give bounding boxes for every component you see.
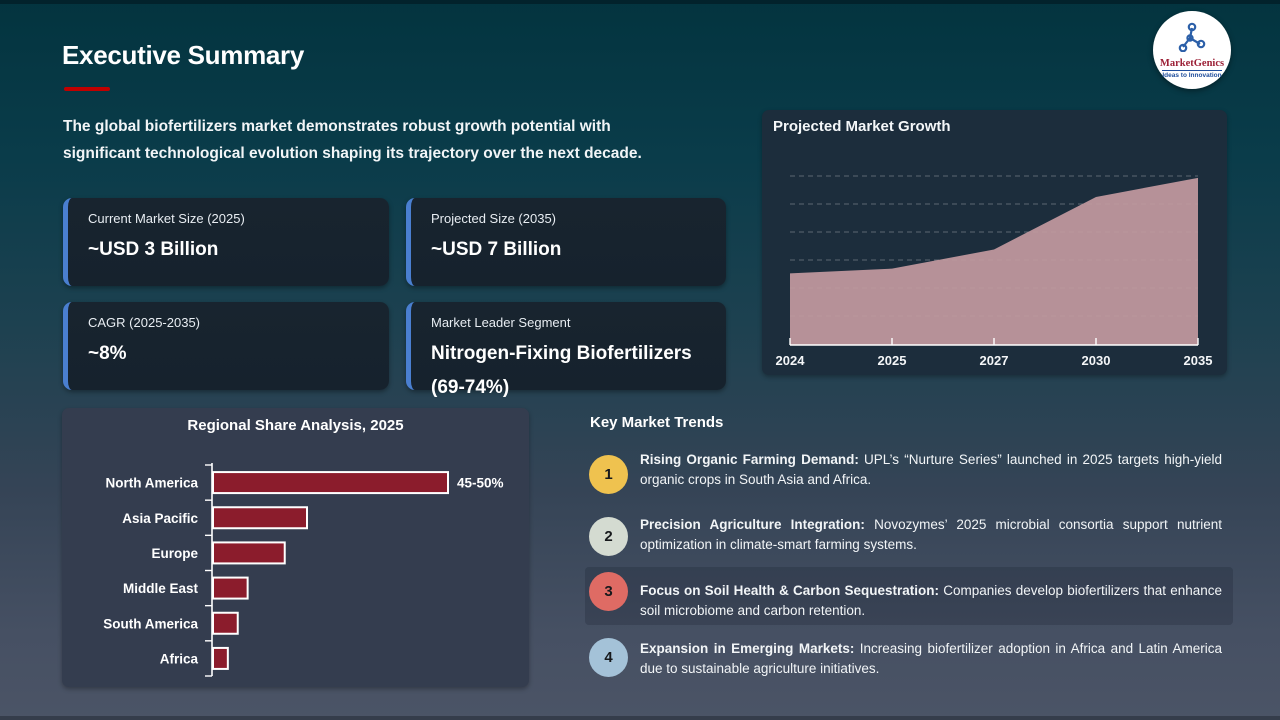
trend-number-badge-2: 2 [589,517,628,556]
stat-card-label: Market Leader Segment [431,315,571,330]
trend-number-badge-3: 3 [589,572,628,611]
bar-chart-title: Regional Share Analysis, 2025 [187,417,404,434]
svg-text:45-50%: 45-50% [457,476,504,491]
trend-lead: Rising Organic Farming Demand: [640,452,859,467]
stat-card-value: ~USD 7 Billion [431,239,562,260]
trend-lead: Focus on Soil Health & Carbon Sequestrat… [640,583,940,598]
trend-number: 4 [604,649,613,666]
key-market-trends-title: Key Market Trends [590,414,724,431]
trend-item-2: Precision Agriculture Integration: Novoz… [640,515,1222,555]
svg-text:2024: 2024 [776,353,806,368]
top-edge-strip [0,0,1280,4]
regional-share-chart: Regional Share Analysis, 2025 North Amer… [62,408,529,687]
stat-card-market-leader-segment: Market Leader Segment Nitrogen-Fixing Bi… [406,302,726,398]
trend-lead: Precision Agriculture Integration: [640,517,865,532]
bottom-edge-strip [0,716,1280,720]
svg-text:Europe: Europe [151,546,198,561]
stat-card-value: ~8% [88,343,127,364]
svg-text:North America: North America [105,476,198,491]
area-chart-plot: 2024 2025 2027 2030 2035 [776,175,1213,368]
title-underline [64,87,110,91]
stat-card-label: Projected Size (2035) [431,211,557,226]
trend-body: UPL’s “Nurture Series” launched in 2025 … [640,452,1223,487]
bar-chart-plot: North America 45-50% Asia Pacific Europe Mid… [103,463,504,677]
stat-card-value: Nitrogen-Fixing Biofertilizers (69-74%) [431,343,692,398]
trend-lead: Expansion in Emerging Markets: [640,641,855,656]
svg-text:Asia Pacific: Asia Pacific [122,511,198,526]
svg-text:2030: 2030 [1082,353,1111,368]
svg-text:2025: 2025 [878,353,907,368]
trend-number: 1 [604,466,613,483]
projected-market-growth-chart: Projected Market Growth 2024 2025 2027 2030… [762,110,1227,375]
trend-number-badge-4: 4 [589,638,628,677]
svg-text:South America: South America [103,616,198,631]
trend-item-4: Expansion in Emerging Markets: Increasin… [640,639,1222,679]
intro-text: The global biofertilizers market demonst… [63,118,642,162]
trend-body: Novozymes’ 2025 microbial consortia supp… [640,517,1222,552]
stat-card-label: Current Market Size (2025) [88,211,245,226]
trend-number-badge-1: 1 [589,455,628,494]
trend-item-3: Focus on Soil Health & Carbon Sequestrat… [640,581,1222,621]
svg-text:2027: 2027 [980,353,1009,368]
trend-body: Increasing biofertilizer adoption in Afr… [640,641,1222,676]
page-title: Executive Summary [62,40,305,70]
stat-card-current-market-size: Current Market Size (2025) ~USD 3 Billio… [63,198,389,286]
stat-card-cagr: CAGR (2025-2035) ~8% [63,302,389,390]
svg-text:2035: 2035 [1184,353,1213,368]
svg-text:Middle East: Middle East [123,581,199,596]
trend-number: 2 [604,528,613,545]
marketgenics-logo: MarketGenics Ideas to Innovation [1153,11,1231,89]
svg-text:Africa: Africa [160,651,199,666]
area-chart-title: Projected Market Growth [773,118,951,135]
trend-item-1: Rising Organic Farming Demand: UPL’s “Nu… [640,450,1222,490]
logo-tagline: Ideas to Innovation [1162,69,1222,79]
trend-number: 3 [604,583,613,600]
logo-name: MarketGenics [1159,57,1225,69]
stat-card-value: ~USD 3 Billion [88,239,219,260]
network-nodes-icon [1175,22,1209,57]
stat-card-projected-size: Projected Size (2035) ~USD 7 Billion [406,198,726,286]
stat-card-label: CAGR (2025-2035) [88,315,200,330]
trend-body: Companies develop biofertilizers that en… [640,583,1222,618]
trend-3-highlight-band [585,567,1233,625]
